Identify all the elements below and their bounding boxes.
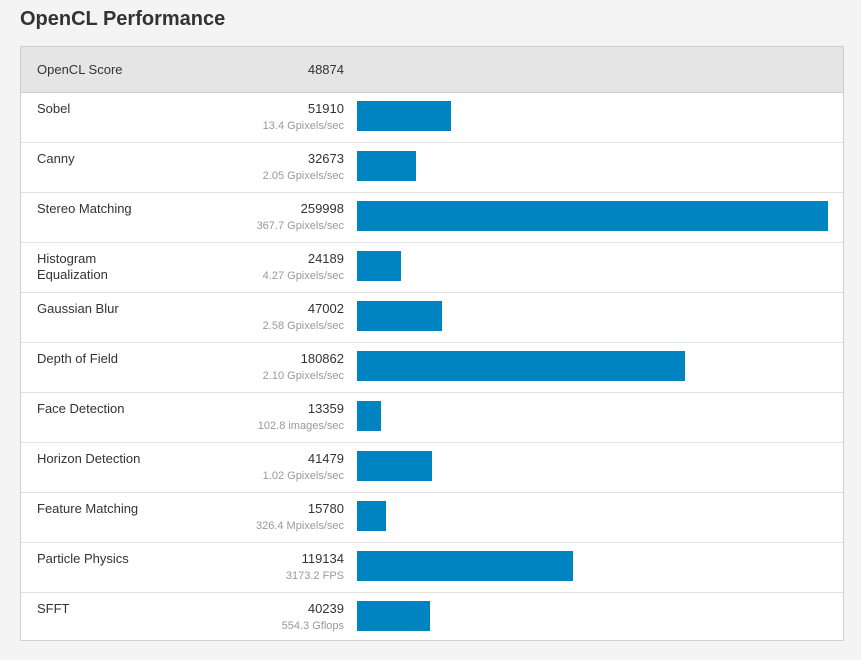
benchmark-bar: [357, 401, 381, 431]
benchmark-score: 41479: [307, 451, 344, 466]
benchmark-bar: [357, 501, 386, 531]
benchmark-row: Canny 32673 2.05 Gpixels/sec: [21, 143, 843, 193]
benchmark-bar: [357, 201, 828, 231]
overall-score-label: OpenCL Score: [37, 62, 123, 77]
benchmark-row: Horizon Detection 41479 1.02 Gpixels/sec: [21, 443, 843, 493]
benchmark-rate: 326.4 Mpixels/sec: [255, 520, 344, 532]
benchmark-name: Horizon Detection: [37, 451, 141, 466]
bar-track: [357, 601, 829, 631]
benchmark-rate: 2.05 Gpixels/sec: [262, 170, 344, 182]
benchmark-rate: 554.3 Gflops: [281, 620, 344, 632]
benchmark-name: Histogram Equalization: [37, 251, 108, 282]
bar-track: [357, 301, 829, 331]
page-title: OpenCL Performance: [20, 8, 226, 30]
benchmark-row: Histogram Equalization 24189 4.27 Gpixels/…: [21, 243, 843, 293]
bar-track: [357, 251, 829, 281]
benchmark-row: Depth of Field 180862 2.10 Gpixels/sec: [21, 343, 843, 393]
benchmark-score: 119134: [301, 551, 344, 566]
benchmark-rate: 2.10 Gpixels/sec: [262, 370, 344, 382]
benchmark-bar: [357, 301, 442, 331]
benchmark-score: 15780: [307, 501, 344, 516]
benchmark-rate: 367.7 Gpixels/sec: [256, 220, 344, 232]
bar-track: [357, 101, 829, 131]
benchmark-name: Canny: [37, 151, 75, 166]
benchmark-score: 47002: [307, 301, 344, 316]
benchmark-name: SFFT: [37, 601, 70, 616]
benchmark-name: Face Detection: [37, 401, 125, 416]
benchmark-row: Sobel 51910 13.4 Gpixels/sec: [21, 93, 843, 143]
benchmark-score: 32673: [307, 151, 344, 166]
benchmark-bar: [357, 151, 416, 181]
bar-track: [357, 551, 829, 581]
benchmark-bar: [357, 601, 430, 631]
benchmark-name: Feature Matching: [37, 501, 139, 516]
benchmark-row: Stereo Matching 259998 367.7 Gpixels/sec: [21, 193, 843, 243]
benchmark-bar: [357, 101, 451, 131]
benchmark-score: 24189: [307, 251, 344, 266]
benchmark-rate: 102.8 images/sec: [257, 420, 344, 432]
benchmark-rate: 3173.2 FPS: [285, 570, 344, 582]
benchmark-row: Gaussian Blur 47002 2.58 Gpixels/sec: [21, 293, 843, 343]
benchmark-name: Sobel: [37, 101, 71, 116]
benchmark-rate: 4.27 Gpixels/sec: [262, 270, 344, 282]
bar-track: [357, 501, 829, 531]
benchmark-rate: 1.02 Gpixels/sec: [262, 470, 344, 482]
benchmark-bar: [357, 251, 401, 281]
benchmark-name: Gaussian Blur: [37, 301, 119, 316]
benchmark-score: 40239: [307, 601, 344, 616]
bar-track: [357, 401, 829, 431]
overall-score-value: 48874: [307, 62, 344, 77]
benchmark-bar: [357, 351, 685, 381]
benchmark-bar: [357, 551, 573, 581]
benchmark-name: Depth of Field: [37, 351, 118, 366]
benchmark-row: Particle Physics 119134 3173.2 FPS: [21, 543, 843, 593]
benchmark-rows: Sobel 51910 13.4 Gpixels/sec Canny 32673 2.05…: [21, 93, 843, 643]
bar-track: [357, 351, 829, 381]
benchmark-row: Feature Matching 15780 326.4 Mpixels/sec: [21, 493, 843, 543]
benchmark-bar: [357, 451, 432, 481]
benchmark-name: Stereo Matching: [37, 201, 132, 216]
benchmark-score: 51910: [307, 101, 344, 116]
benchmark-row: Face Detection 13359 102.8 images/sec: [21, 393, 843, 443]
benchmark-score: 259998: [300, 201, 344, 216]
bar-track: [357, 451, 829, 481]
benchmark-rate: 2.58 Gpixels/sec: [262, 320, 344, 332]
benchmark-name: Particle Physics: [37, 551, 129, 566]
benchmark-score: 13359: [307, 401, 344, 416]
opencl-score-panel: OpenCL Score 48874 Sobel 51910 13.4 Gpixel…: [20, 46, 844, 641]
bar-track: [357, 151, 829, 181]
benchmark-score: 180862: [300, 351, 344, 366]
score-header-row: OpenCL Score 48874: [21, 47, 843, 93]
benchmark-row: SFFT 40239 554.3 Gflops: [21, 593, 843, 643]
benchmark-rate: 13.4 Gpixels/sec: [262, 120, 344, 132]
bar-track: [357, 201, 829, 231]
